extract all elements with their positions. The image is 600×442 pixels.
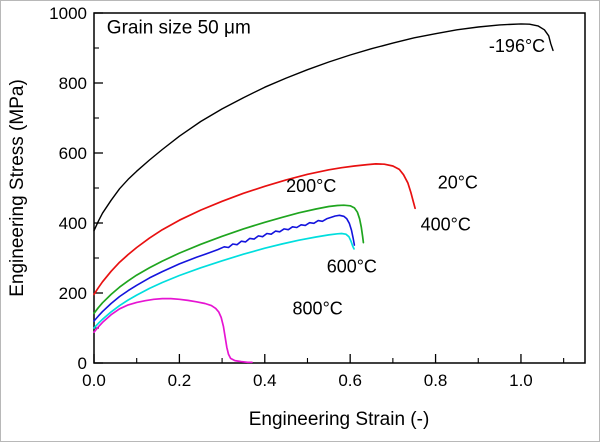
y-tick-label: 1000	[49, 4, 87, 23]
series-line-400c	[93, 214, 356, 322]
y-tick-label: 800	[59, 74, 87, 93]
x-tick-label: 0.0	[82, 371, 106, 390]
y-tick-label: 400	[59, 214, 87, 233]
x-tick-label: 0.2	[168, 371, 192, 390]
x-tick-label: 0.4	[253, 371, 277, 390]
annotation-grainsize50m: Grain size 50 μm	[107, 17, 251, 38]
x-tick-label: 0.8	[424, 371, 448, 390]
x-tick-label: 0.6	[338, 371, 362, 390]
y-tick-label: 200	[59, 284, 87, 303]
y-tick-label: 600	[59, 144, 87, 163]
series-line--196c	[93, 23, 554, 232]
series-line-200c	[93, 204, 365, 315]
series-line-600c	[93, 232, 355, 329]
x-tick-label: 1.0	[509, 371, 533, 390]
chart-plot-area: 0.0 0.2 0.4 0.6 0.8 1.0 0 200 400 600 800 1000 Grain…	[49, 4, 586, 390]
annotation-200c: 200°C	[286, 176, 336, 196]
x-axis-title: Engineering Strain (-)	[249, 409, 430, 430]
annotation-600c: 600°C	[327, 257, 377, 277]
annotation-20c: 20°C	[438, 173, 478, 193]
series-line-20c	[93, 163, 416, 296]
annotation--196c: -196°C	[489, 36, 545, 56]
series-line-800c	[93, 297, 253, 364]
annotation-400c: 400°C	[421, 215, 471, 235]
y-axis-title: Engineering Stress (MPa)	[7, 79, 28, 297]
annotation-800c: 800°C	[293, 299, 343, 319]
y-tick-label: 0	[78, 354, 87, 373]
